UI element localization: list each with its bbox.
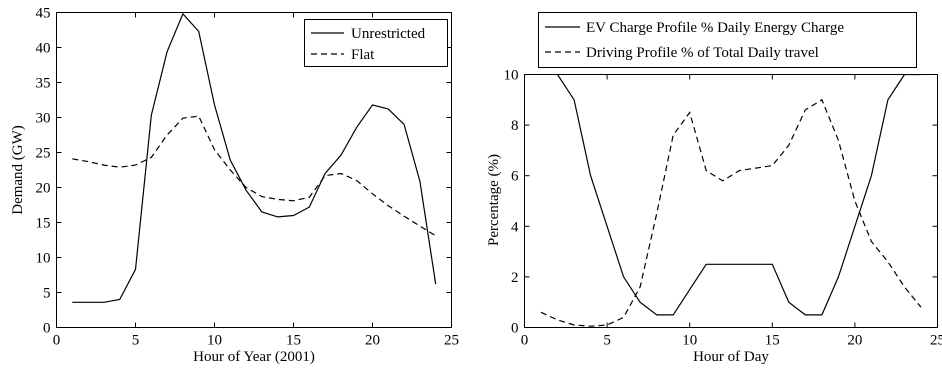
x-axis-label: Hour of Year (2001) [193,349,315,365]
y-axis-label: Demand (GW) [10,125,26,215]
legend-label-flat: Flat [351,47,375,63]
x-tick-label: 5 [603,333,611,349]
x-tick-label: 15 [765,333,780,349]
x-tick-label: 20 [365,333,380,349]
series-line-2 [72,115,437,237]
series-line-2 [540,98,922,327]
demand-chart: 0 5 10 15 20 25 30 35 40 45 0 5 10 15 20 25 Hour of Ye… [10,6,459,366]
y-tick-label: 25 [36,146,51,162]
series-group [540,74,922,327]
x-axis-ticks: 0 5 10 15 20 25 [521,74,942,349]
y-axis-ticks: 0 2 4 6 8 10 [504,68,938,337]
legend-label-driving: Driving Profile % of Total Daily travel [586,45,819,61]
y-tick-label: 6 [511,169,519,185]
y-tick-label: 5 [43,286,51,302]
y-axis-ticks: 0 5 10 15 20 25 30 35 40 45 [36,6,452,337]
x-tick-label: 10 [207,333,222,349]
y-axis-label: Percentage (%) [486,154,502,246]
x-axis-label: Hour of Day [693,349,769,365]
x-tick-label: 0 [521,333,529,349]
y-tick-label: 8 [511,118,519,134]
x-tick-label: 15 [286,333,301,349]
plot-frame [524,74,938,328]
y-tick-label: 0 [511,321,519,337]
legend-label-unrestricted: Unrestricted [351,26,426,42]
y-tick-label: 35 [36,76,51,92]
legend-box [304,19,448,67]
y-tick-label: 10 [504,68,519,84]
x-axis-ticks: 0 5 10 15 20 25 [53,12,459,349]
legend-label-ev-charge: EV Charge Profile % Daily Energy Charge [586,20,844,36]
legend: EV Charge Profile % Daily Energy Charge … [538,12,917,68]
y-tick-label: 4 [511,219,519,235]
y-tick-label: 40 [36,41,51,57]
x-tick-label: 20 [847,333,862,349]
legend-box [538,12,917,68]
y-tick-label: 2 [511,270,519,286]
x-tick-label: 25 [930,333,942,349]
y-tick-label: 30 [36,111,51,127]
plot-frame [56,12,452,328]
profile-chart: 0 2 4 6 8 10 0 5 10 15 20 25 Hour of Day Percentag… [486,12,942,365]
y-tick-label: 45 [36,6,51,22]
y-tick-label: 10 [36,251,51,267]
x-tick-label: 5 [132,333,140,349]
y-tick-label: 20 [36,181,51,197]
x-tick-label: 10 [682,333,697,349]
legend: Unrestricted Flat [304,19,448,67]
y-tick-label: 0 [43,321,51,337]
series-line-1 [72,12,437,303]
series-group [72,12,437,303]
x-tick-label: 0 [53,333,61,349]
series-line-1 [556,74,921,316]
x-tick-label: 25 [444,333,459,349]
y-tick-label: 15 [36,216,51,232]
